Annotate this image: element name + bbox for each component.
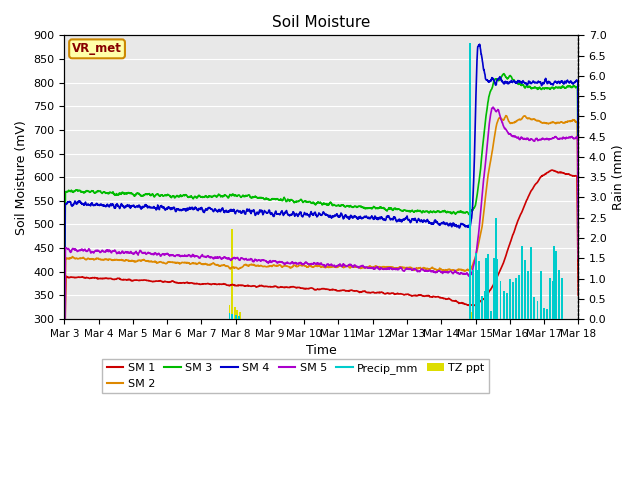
Bar: [540, 271, 541, 319]
Bar: [558, 270, 560, 319]
Bar: [495, 218, 497, 319]
Bar: [485, 258, 487, 319]
Bar: [497, 259, 499, 319]
Bar: [228, 305, 230, 319]
Bar: [509, 278, 511, 319]
Bar: [546, 309, 548, 319]
Bar: [230, 314, 232, 319]
Bar: [228, 313, 230, 319]
Bar: [524, 260, 526, 319]
Bar: [469, 44, 471, 319]
Y-axis label: Rain (mm): Rain (mm): [612, 144, 625, 210]
Bar: [521, 246, 523, 319]
Y-axis label: Soil Moisture (mV): Soil Moisture (mV): [15, 120, 28, 235]
Bar: [518, 275, 520, 319]
X-axis label: Time: Time: [306, 344, 337, 357]
Bar: [502, 291, 504, 319]
Bar: [487, 254, 489, 319]
Bar: [481, 296, 483, 319]
Bar: [231, 229, 233, 319]
Bar: [470, 312, 472, 319]
Bar: [534, 297, 536, 319]
Bar: [555, 252, 557, 319]
Bar: [493, 258, 495, 319]
Bar: [536, 300, 538, 319]
Legend: SM 1, SM 2, SM 3, SM 4, SM 5, Precip_mm, TZ ppt: SM 1, SM 2, SM 3, SM 4, SM 5, Precip_mm,…: [102, 359, 489, 393]
Bar: [236, 310, 238, 319]
Bar: [476, 270, 478, 319]
Bar: [238, 316, 240, 319]
Bar: [552, 281, 554, 319]
Bar: [239, 312, 241, 319]
Bar: [527, 271, 529, 319]
Text: VR_met: VR_met: [72, 42, 122, 55]
Bar: [512, 282, 514, 319]
Bar: [490, 311, 492, 319]
Bar: [561, 277, 563, 319]
Bar: [506, 293, 508, 319]
Bar: [531, 247, 532, 319]
Bar: [478, 261, 480, 319]
Bar: [515, 278, 517, 319]
Title: Soil Moisture: Soil Moisture: [272, 15, 371, 30]
Bar: [484, 291, 486, 319]
Bar: [554, 246, 556, 319]
Bar: [543, 308, 545, 319]
Bar: [500, 281, 502, 319]
Bar: [234, 307, 236, 319]
Bar: [549, 277, 551, 319]
Bar: [235, 315, 237, 319]
Bar: [509, 294, 511, 319]
Bar: [475, 253, 477, 319]
Bar: [472, 270, 474, 319]
